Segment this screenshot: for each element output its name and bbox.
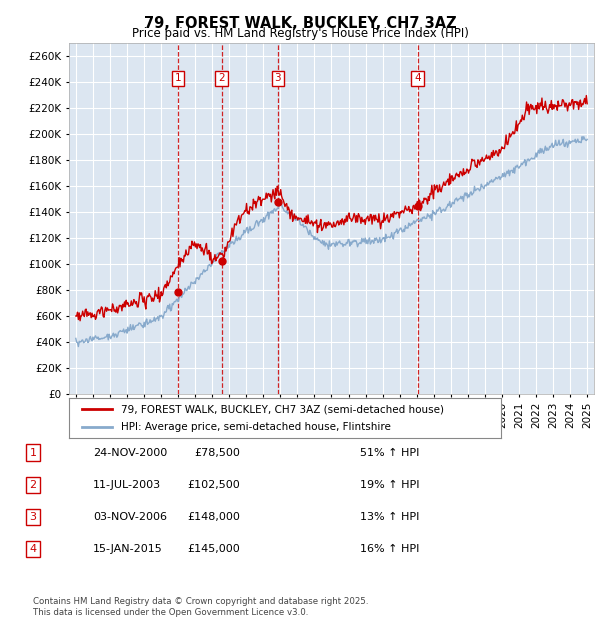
Text: 3: 3 [29,512,37,522]
Text: 79, FOREST WALK, BUCKLEY, CH7 3AZ: 79, FOREST WALK, BUCKLEY, CH7 3AZ [143,16,457,30]
Text: 03-NOV-2006: 03-NOV-2006 [93,512,167,522]
Text: 79, FOREST WALK, BUCKLEY, CH7 3AZ (semi-detached house): 79, FOREST WALK, BUCKLEY, CH7 3AZ (semi-… [121,404,444,414]
Text: £102,500: £102,500 [187,480,240,490]
Text: Contains HM Land Registry data © Crown copyright and database right 2025.
This d: Contains HM Land Registry data © Crown c… [33,598,368,617]
Text: 19% ↑ HPI: 19% ↑ HPI [360,480,419,490]
Text: 4: 4 [29,544,37,554]
Text: 3: 3 [274,73,281,84]
Text: 51% ↑ HPI: 51% ↑ HPI [360,448,419,458]
Text: 11-JUL-2003: 11-JUL-2003 [93,480,161,490]
Text: 13% ↑ HPI: 13% ↑ HPI [360,512,419,522]
Text: HPI: Average price, semi-detached house, Flintshire: HPI: Average price, semi-detached house,… [121,422,391,432]
Text: 2: 2 [218,73,225,84]
Text: Price paid vs. HM Land Registry's House Price Index (HPI): Price paid vs. HM Land Registry's House … [131,27,469,40]
Text: £78,500: £78,500 [194,448,240,458]
Text: £148,000: £148,000 [187,512,240,522]
Text: 1: 1 [29,448,37,458]
Text: 16% ↑ HPI: 16% ↑ HPI [360,544,419,554]
Text: 2: 2 [29,480,37,490]
Text: 4: 4 [414,73,421,84]
Text: 24-NOV-2000: 24-NOV-2000 [93,448,167,458]
Text: £145,000: £145,000 [187,544,240,554]
Text: 1: 1 [175,73,181,84]
Text: 15-JAN-2015: 15-JAN-2015 [93,544,163,554]
